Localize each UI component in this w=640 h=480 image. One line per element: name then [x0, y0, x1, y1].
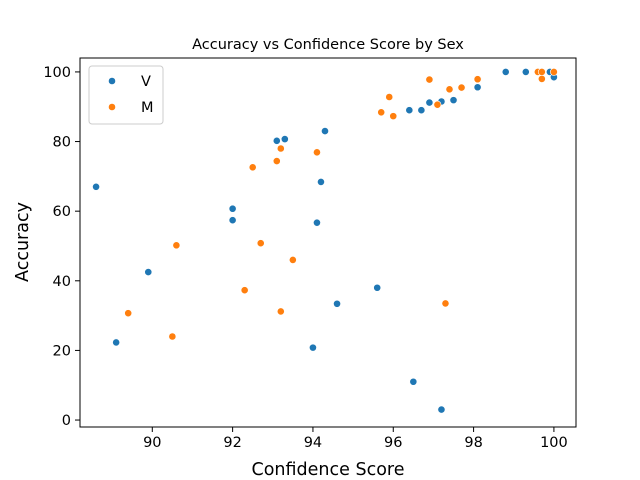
- point-V-0: [92, 182, 100, 191]
- legend-label-V: V: [141, 74, 151, 90]
- y-tick-label-5: 100: [43, 65, 71, 81]
- legend: VM: [88, 65, 164, 125]
- point-V-6: [280, 135, 289, 144]
- point-M-21: [537, 68, 546, 76]
- point-V-2: [144, 268, 153, 276]
- point-V-8: [313, 218, 321, 227]
- point-V-9: [317, 178, 325, 186]
- point-V-5: [272, 136, 281, 145]
- legend-box: [88, 65, 164, 125]
- point-V-21: [501, 68, 510, 76]
- point-M-6: [272, 157, 281, 165]
- point-M-16: [441, 299, 450, 308]
- point-M-2: [172, 241, 181, 250]
- x-tick-label-4: 98: [464, 435, 482, 451]
- point-M-23: [550, 68, 558, 76]
- x-tick-label-0: 90: [143, 435, 161, 451]
- point-M-11: [377, 108, 386, 117]
- y-tick-label-0: 0: [62, 413, 71, 429]
- legend-marker-V: [108, 77, 116, 85]
- x-tick-label-2: 94: [304, 435, 322, 451]
- point-M-9: [288, 256, 297, 264]
- x-tick-label-1: 92: [223, 435, 241, 451]
- y-tick-label-3: 60: [53, 204, 71, 220]
- y-tick-label-1: 20: [53, 343, 71, 359]
- x-axis-ticks: 90 92 94 96 98 100: [143, 427, 568, 451]
- point-V-10: [321, 127, 329, 136]
- point-V-1: [112, 338, 121, 347]
- x-axis-label: Confidence Score: [252, 460, 405, 480]
- point-M-5: [256, 239, 265, 248]
- point-V-22: [521, 68, 530, 76]
- point-V-13: [405, 106, 414, 115]
- point-V-18: [437, 405, 446, 414]
- point-M-19: [473, 75, 482, 84]
- point-M-0: [124, 309, 133, 318]
- point-M-10: [313, 148, 321, 157]
- point-V-4: [228, 216, 237, 225]
- point-M-22: [537, 74, 546, 83]
- point-M-3: [240, 286, 249, 295]
- plot-area: [92, 68, 558, 414]
- legend-label-M: M: [141, 100, 154, 116]
- point-M-15: [433, 100, 442, 109]
- point-M-12: [385, 93, 394, 101]
- x-tick-label-3: 96: [384, 435, 402, 451]
- point-M-1: [168, 332, 177, 341]
- point-M-7: [276, 144, 285, 153]
- plot-frame: [79, 57, 577, 428]
- point-V-15: [417, 106, 426, 115]
- point-M-18: [457, 83, 466, 92]
- y-axis-ticks: 0 20 40 60 80 100: [43, 65, 80, 429]
- legend-marker-M: [108, 103, 116, 111]
- y-tick-label-2: 40: [53, 274, 71, 290]
- point-V-14: [409, 377, 418, 386]
- point-M-17: [445, 85, 454, 94]
- chart-title: Accuracy vs Confidence Score by Sex: [192, 37, 464, 53]
- y-axis-label: Accuracy: [13, 202, 33, 282]
- point-V-12: [373, 283, 382, 292]
- x-tick-label-5: 100: [540, 435, 568, 451]
- point-V-19: [449, 96, 458, 105]
- point-V-16: [425, 98, 434, 107]
- point-M-13: [389, 112, 398, 121]
- point-V-7: [309, 343, 317, 352]
- point-M-14: [425, 75, 434, 84]
- point-M-8: [276, 307, 285, 316]
- point-V-11: [333, 299, 341, 308]
- point-V-20: [473, 83, 482, 92]
- y-tick-label-4: 80: [53, 135, 71, 151]
- point-M-4: [248, 163, 257, 172]
- point-V-3: [228, 204, 237, 213]
